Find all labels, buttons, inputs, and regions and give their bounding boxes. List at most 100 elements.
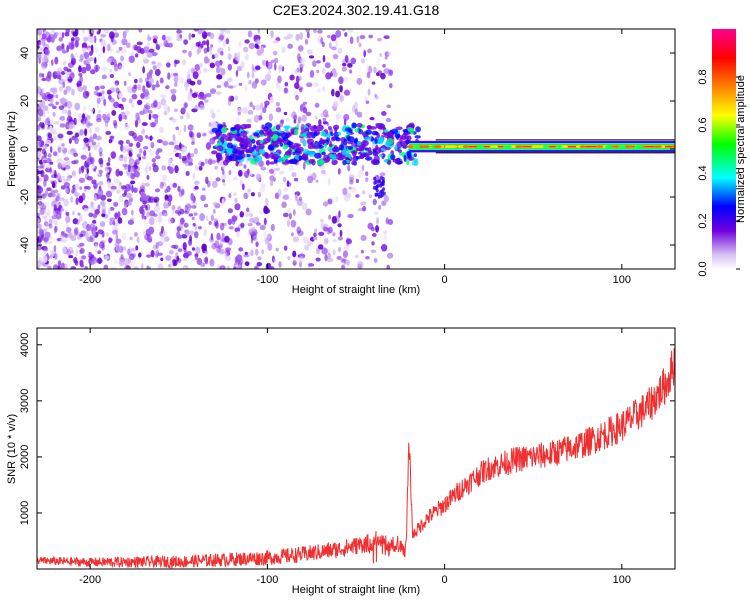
- spectrogram-noise-blob: [194, 185, 199, 190]
- colorbar-tick-label: 0.8: [697, 69, 709, 84]
- spectrogram-noise-blob: [222, 182, 226, 187]
- spectrogram-signal-blob: [399, 137, 403, 144]
- spectrogram-noise-blob: [179, 223, 184, 231]
- spectrogram-noise-blob: [254, 78, 259, 84]
- spectrogram-noise-blob: [307, 175, 314, 184]
- spectrogram-noise-blob: [340, 264, 346, 269]
- spectrogram-noise-blob: [56, 207, 62, 211]
- spectrogram-noise-blob: [72, 31, 78, 37]
- spectrogram-signal-blob: [331, 159, 338, 166]
- spectrogram-signal-blob: [219, 137, 225, 142]
- spectrogram-noise-blob: [37, 109, 40, 117]
- spectrogram-signal-blob: [379, 183, 383, 188]
- spectrogram-noise-blob: [197, 93, 204, 100]
- spectrogram-signal-blob: [379, 175, 383, 180]
- spectrogram-signal-blob: [278, 139, 286, 143]
- spectrogram-signal-blob: [246, 153, 251, 158]
- spectrogram-noise-blob: [215, 177, 221, 182]
- spectrogram-noise-blob: [133, 84, 137, 90]
- spectrogram-noise-blob: [260, 79, 267, 86]
- spectrogram-noise-blob: [41, 250, 47, 254]
- spectrogram-noise-blob: [158, 211, 163, 217]
- spectrogram-noise-blob: [150, 122, 156, 128]
- spectrogram-noise-blob: [379, 53, 383, 57]
- spectrogram-noise-blob: [173, 259, 178, 266]
- spectrogram-noise-blob: [277, 188, 282, 197]
- spectrogram-noise-blob: [166, 62, 171, 68]
- spectrogram-noise-blob: [128, 142, 134, 147]
- spectrogram-noise-blob: [109, 135, 115, 139]
- snr-background: [37, 328, 675, 569]
- spectrogram-noise-blob: [205, 92, 212, 98]
- spectrogram-noise-blob: [94, 47, 98, 53]
- spectrogram-noise-blob: [191, 137, 195, 144]
- spectrogram-noise-blob: [138, 156, 142, 161]
- spectrogram-marks: [37, 29, 675, 269]
- spectrogram-noise-blob: [274, 57, 279, 64]
- spectrogram-noise-blob: [47, 192, 53, 198]
- colorbar-ticks: 0.0 0.2 0.4 0.6 0.8: [697, 69, 740, 277]
- spectrogram-noise-blob: [124, 29, 129, 34]
- spectrogram-noise-blob: [154, 83, 160, 88]
- spectrogram-noise-blob: [123, 155, 128, 163]
- spectrogram-signal-blob: [258, 143, 265, 150]
- spectrogram-noise-blob: [295, 75, 300, 84]
- spectrogram-noise-blob: [86, 223, 91, 232]
- spectrogram-noise-blob: [96, 100, 100, 109]
- spectrogram-noise-blob: [129, 217, 134, 222]
- spectrogram-noise-blob: [42, 144, 48, 150]
- spectrogram-noise-blob: [68, 255, 74, 259]
- spectrogram-noise-blob: [73, 228, 78, 236]
- spectrogram-signal-blob: [406, 145, 414, 148]
- spectrogram-noise-blob: [180, 188, 185, 196]
- spectrogram-noise-blob: [77, 212, 81, 216]
- spectrogram-noise-blob: [72, 58, 77, 65]
- spectrogram-noise-blob: [212, 201, 218, 206]
- spectrogram-signal-blob: [240, 123, 248, 130]
- spectrogram-noise-blob: [322, 54, 326, 63]
- spectrogram-noise-blob: [321, 41, 325, 48]
- spectrogram-noise-blob: [52, 131, 58, 136]
- spectrogram-signal-blob: [277, 157, 283, 163]
- spectrogram-signal-blob: [384, 142, 391, 148]
- spectrogram-noise-blob: [82, 105, 87, 112]
- spectrogram-noise-blob: [48, 223, 53, 229]
- spectrogram-noise-blob: [141, 182, 145, 190]
- spectrogram-noise-blob: [227, 63, 233, 71]
- spectrogram-noise-blob: [115, 49, 121, 54]
- spectrogram-noise-blob: [135, 53, 139, 58]
- spectrogram-noise-blob: [46, 187, 52, 192]
- spectrogram-noise-blob: [159, 126, 164, 134]
- spectrogram-noise-blob: [184, 145, 187, 153]
- spectrogram-noise-blob: [187, 124, 194, 131]
- spectrogram-noise-blob: [138, 252, 142, 258]
- spectrogram-signal-blob: [379, 136, 384, 144]
- spectrogram-noise-blob: [219, 29, 226, 33]
- spectrogram-noise-blob: [313, 232, 317, 238]
- spectrogram-noise-blob: [97, 204, 101, 211]
- spectrogram-noise-blob: [350, 187, 357, 193]
- spectrogram-noise-blob: [281, 46, 286, 54]
- spectrogram-noise-blob: [37, 39, 42, 46]
- spectrogram-noise-blob: [63, 152, 67, 156]
- spectrogram-noise-blob: [190, 205, 197, 209]
- spectrogram-noise-blob: [78, 65, 82, 73]
- spectrogram-noise-blob: [174, 82, 178, 87]
- spectrogram-noise-blob: [131, 102, 135, 108]
- spectrogram-noise-blob: [367, 48, 372, 54]
- spectrogram-noise-blob: [141, 128, 146, 135]
- spectrogram-noise-blob: [176, 226, 181, 232]
- spectrogram-noise-blob: [108, 138, 112, 144]
- spectrogram-noise-blob: [43, 55, 48, 63]
- spectrogram-noise-blob: [332, 238, 338, 243]
- spectrogram-signal-blob: [395, 126, 403, 130]
- spectrogram-noise-blob: [150, 141, 155, 149]
- spectrogram-noise-blob: [283, 111, 288, 116]
- spectrogram-noise-blob: [137, 84, 142, 91]
- spectrogram-signal-blob: [401, 133, 407, 141]
- spectrogram-noise-blob: [143, 215, 147, 220]
- spectrogram-noise-blob: [383, 68, 390, 74]
- spectrogram-noise-blob: [247, 222, 253, 227]
- spectrogram-noise-blob: [327, 198, 333, 205]
- spectrogram-noise-blob: [63, 167, 66, 171]
